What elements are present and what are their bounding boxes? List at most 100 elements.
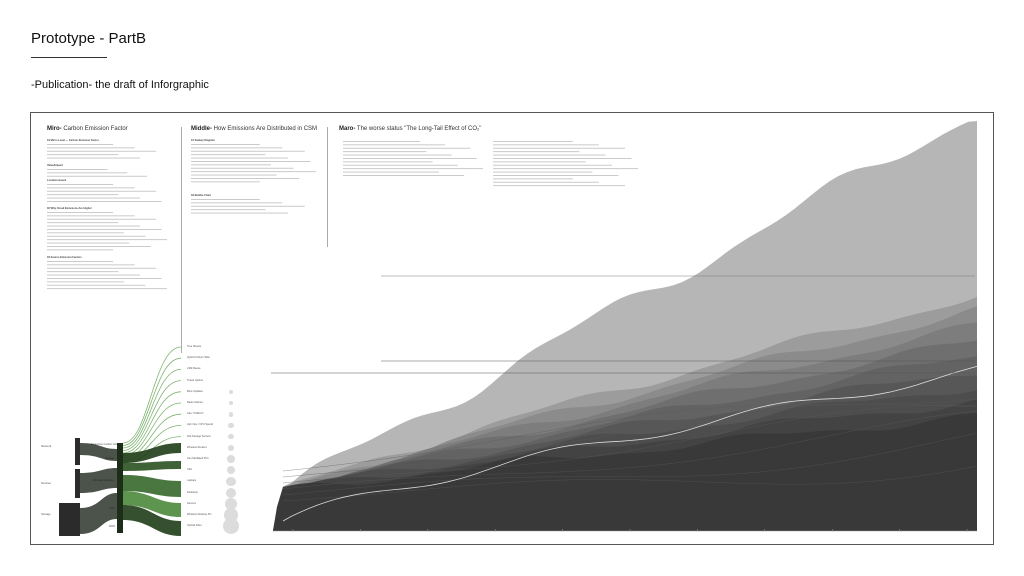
middle-tag: Middle- xyxy=(191,126,212,132)
micro-section-4: 02 Why Cloud Emissions Are Higher xyxy=(47,207,92,210)
micro-text-line xyxy=(47,249,113,251)
macro-text-line xyxy=(343,164,458,166)
micro-text-line xyxy=(47,274,140,276)
micro-text-line xyxy=(47,271,119,273)
stream-contour-line xyxy=(282,465,978,502)
micro-text-line xyxy=(47,267,157,269)
micro-text-line xyxy=(47,187,135,189)
slide-subtitle: -Publication- the draft of Inforgraphic xyxy=(31,79,209,91)
micro-tag: Miro- xyxy=(47,126,62,132)
macro-text-line xyxy=(493,161,586,163)
sankey-bar-network xyxy=(75,438,80,465)
sankey-mid-node xyxy=(117,443,123,533)
sankey-leaf-label: Zeit Storage Servers xyxy=(187,434,211,438)
macro-tag: Maro- xyxy=(339,126,356,132)
micro-text-line xyxy=(47,175,148,177)
macro-heading: Maro- The worse status "The Long-Tail Ef… xyxy=(339,126,481,132)
macro-text-line xyxy=(493,141,573,142)
stream-layer xyxy=(273,413,977,531)
sankey-flow-band xyxy=(123,443,181,463)
sankey-bar-devices xyxy=(75,469,80,498)
sankey-mid-5: WAN xyxy=(109,525,115,528)
stream-chart xyxy=(271,121,978,532)
sankey-leaf-label: Wireless Routers xyxy=(187,445,207,449)
sankey-flow-thin xyxy=(122,346,182,444)
bubble-mark xyxy=(228,433,234,440)
middle-text-line xyxy=(191,178,300,179)
micro-text-line xyxy=(47,154,119,156)
middle-text-line xyxy=(191,164,271,166)
sankey-leaf-label: Hyb Ops / CPU Spend xyxy=(187,423,213,427)
micro-text-line xyxy=(47,147,135,149)
micro-text-line xyxy=(47,144,113,145)
micro-text-line xyxy=(47,222,119,224)
sankey-bar-storage xyxy=(59,503,80,536)
middle-heading: Middle- How Emissions Are Distributed in… xyxy=(191,126,317,132)
micro-text-line xyxy=(47,172,128,174)
sankey-leaf-label: Wireless Desktop PC xyxy=(187,513,212,516)
macro-text-line xyxy=(343,154,452,156)
middle-text-line xyxy=(191,202,283,204)
sankey-flow-band xyxy=(123,505,181,536)
middle-text-line xyxy=(191,167,294,169)
macro-text-line xyxy=(343,175,465,176)
micro-text-line xyxy=(47,218,157,220)
sankey-flow-band xyxy=(123,491,181,517)
middle-section-1: 01 Sankey Diagram xyxy=(191,139,215,142)
macro-text-line xyxy=(493,171,593,173)
micro-text-line xyxy=(47,281,124,283)
bubble-mark xyxy=(228,400,234,406)
middle-text-line xyxy=(191,181,260,183)
micro-text-line xyxy=(47,235,146,237)
middle-text-line xyxy=(191,154,266,156)
micro-title: Carbon Emission Factor xyxy=(63,126,128,132)
micro-text-line xyxy=(47,197,140,199)
slide-title: Prototype - PartB xyxy=(31,30,147,47)
sankey-leaf-label: Desktops xyxy=(187,490,198,494)
macro-text-line xyxy=(343,171,439,173)
sankey-leaf-label: Boot Updates xyxy=(187,389,203,393)
sankey-leaf-label: LSM Reuse xyxy=(187,367,201,371)
macro-text-line xyxy=(343,161,433,163)
sankey-leaf-label: Optical Fiber xyxy=(187,524,202,528)
middle-text-line xyxy=(191,144,260,145)
sankey-flow-source xyxy=(80,493,117,534)
stream-contour-line xyxy=(282,411,978,490)
title-underline xyxy=(31,57,107,58)
macro-text-line xyxy=(343,168,483,170)
macro-text-line xyxy=(343,151,427,153)
micro-heading: Miro- Carbon Emission Factor xyxy=(47,126,128,132)
micro-text-line xyxy=(47,261,113,262)
sankey-flow-thin xyxy=(122,391,182,454)
micro-text-line xyxy=(47,288,167,290)
middle-text-line xyxy=(191,171,316,173)
macro-text-line xyxy=(493,147,625,149)
stream-contour-line xyxy=(282,398,978,472)
sankey-leaf-label: Servers xyxy=(187,501,196,505)
sankey-leaf-label: Laptops xyxy=(187,479,197,483)
micro-text-line xyxy=(47,278,162,279)
sankey-flow-band xyxy=(123,475,181,497)
micro-text-line xyxy=(47,157,140,159)
stream-highlight-line xyxy=(282,366,978,522)
macro-text-line xyxy=(493,151,580,153)
middle-text-line xyxy=(191,205,305,207)
bubble-mark xyxy=(225,497,237,510)
macro-text-line xyxy=(493,181,599,183)
bubble-mark xyxy=(227,444,235,452)
sankey-leaf-label: Travel Uptime xyxy=(187,378,204,382)
micro-text-line xyxy=(47,150,157,152)
bubble-mark xyxy=(227,455,235,463)
micro-text-line xyxy=(47,246,151,247)
micro-section-1: 01 Micro Level — Carbon Emission Factor xyxy=(47,139,99,142)
micro-text-line xyxy=(47,225,140,227)
micro-section-5: 03 Source Emission Factors xyxy=(47,256,82,259)
column-divider-1 xyxy=(181,127,182,353)
sankey-flow-thin xyxy=(122,357,182,446)
micro-text-line xyxy=(47,242,130,244)
sankey-leaf-label: UDL xyxy=(187,468,193,472)
stream-contour-line xyxy=(282,433,978,496)
middle-section-2: 02 Bubble Chart xyxy=(191,194,211,197)
micro-text-line xyxy=(47,169,108,170)
macro-text-line xyxy=(493,154,606,156)
